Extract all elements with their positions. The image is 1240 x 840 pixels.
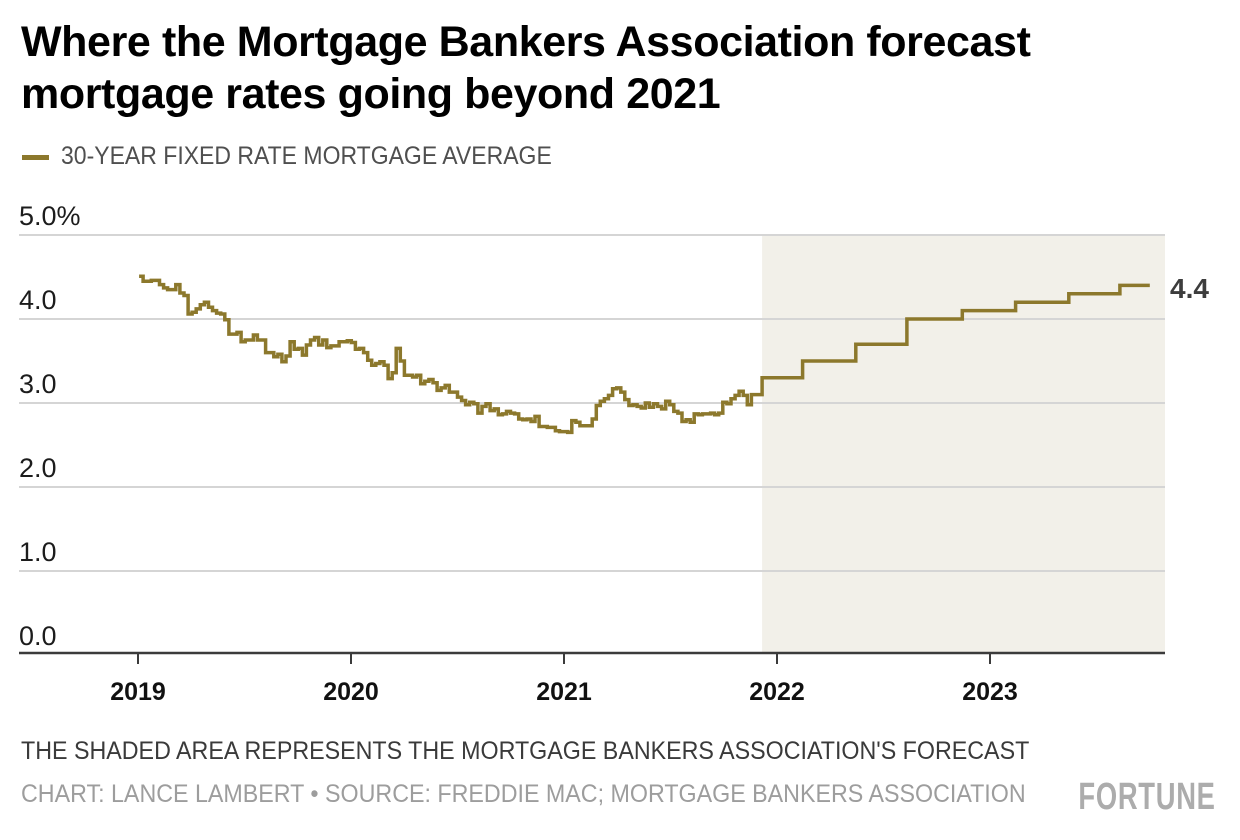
x-axis-label: 2021	[536, 678, 592, 706]
y-axis-label: 3.0	[19, 369, 57, 399]
fortune-logo: FORTUNE	[1078, 776, 1216, 818]
chart-title: Where the Mortgage Bankers Association f…	[21, 16, 1181, 120]
y-axis-label: 0.0	[19, 621, 57, 651]
end-value-label: 4.4	[1170, 273, 1209, 304]
y-axis-label: 4.0	[19, 285, 57, 315]
y-axis-label: 5.0%	[19, 201, 81, 231]
mortgage-rate-chart: 5.0% 4.0 3.0 2.0 1.0 0.0 2019 2020 2021 2022 2023 4…	[19, 201, 1209, 706]
x-axis-label: 2022	[749, 678, 805, 706]
legend-line-swatch	[22, 155, 49, 160]
chart-title-line1: Where the Mortgage Bankers Association f…	[21, 18, 1031, 66]
x-axis-label: 2023	[962, 678, 1018, 706]
legend: 30-YEAR FIXED RATE MORTGAGE AVERAGE	[22, 142, 594, 171]
credit-line: CHART: LANCE LAMBERT • SOURCE: FREDDIE M…	[21, 780, 1026, 808]
legend-label: 30-YEAR FIXED RATE MORTGAGE AVERAGE	[61, 142, 552, 170]
footnote: THE SHADED AREA REPRESENTS THE MORTGAGE …	[21, 737, 1030, 765]
y-axis-label: 2.0	[19, 453, 57, 483]
y-axis-label: 1.0	[19, 537, 57, 567]
rate-line	[139, 274, 1150, 435]
x-axis-label: 2019	[110, 678, 166, 706]
forecast-shade-region	[762, 236, 1165, 652]
chart-title-line2: mortgage rates going beyond 2021	[21, 70, 721, 118]
x-axis-label: 2020	[323, 678, 379, 706]
